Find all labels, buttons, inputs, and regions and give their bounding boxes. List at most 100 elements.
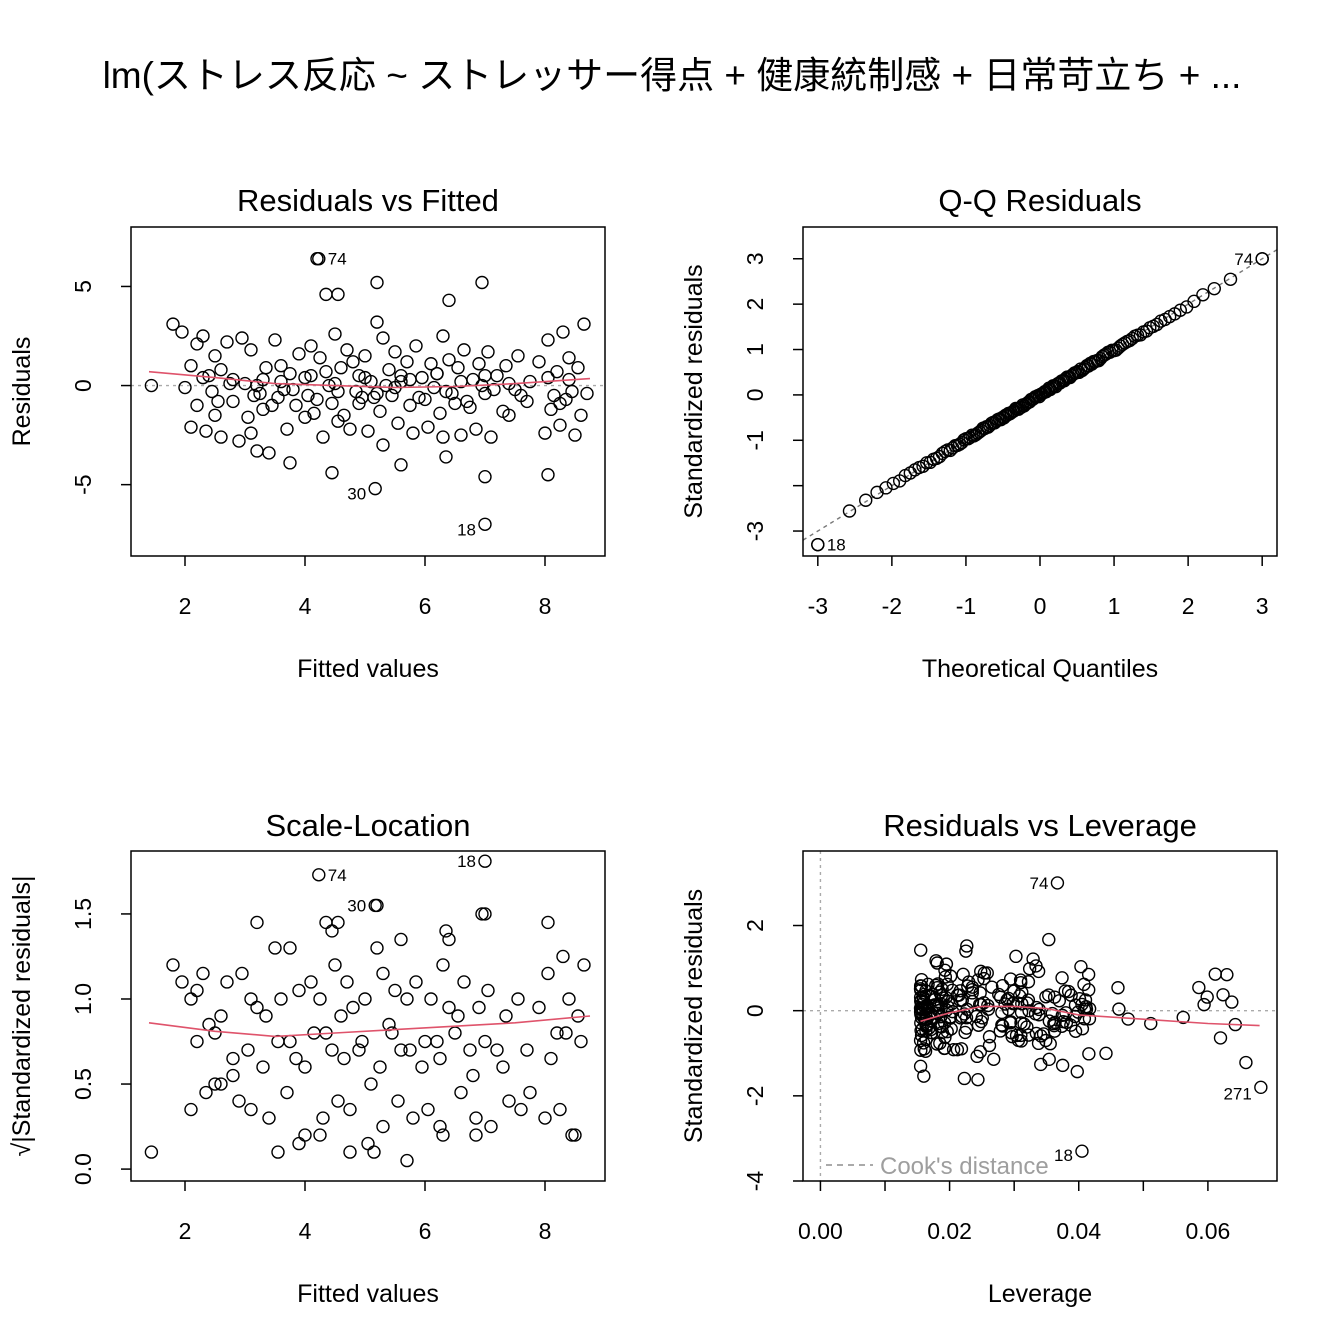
data-point [175, 975, 189, 989]
data-point [442, 1000, 456, 1015]
x-tick-label: 0.02 [927, 1218, 972, 1244]
data-point [199, 424, 213, 438]
data-point [502, 1094, 516, 1108]
data-point [394, 368, 408, 383]
data-point [247, 388, 261, 403]
data-point [262, 1111, 276, 1125]
data-point [280, 1085, 294, 1100]
data-point [466, 1068, 480, 1083]
data-point [235, 331, 249, 345]
data-point [925, 1025, 939, 1040]
data-point [319, 915, 333, 930]
y-tick-label: -2 [742, 1086, 768, 1106]
data-point [1074, 959, 1088, 974]
panel-title: Residuals vs Fitted [237, 183, 499, 218]
data-point [918, 1044, 933, 1058]
data-point [1014, 1028, 1028, 1043]
data-point [475, 275, 489, 290]
panel-4: Residuals vs Leverage 74 18 271 Cook's dista… [680, 808, 1278, 1308]
data-point [921, 977, 935, 992]
x-tick-label: 2 [1182, 593, 1195, 619]
data-point [1144, 1016, 1158, 1031]
data-point [184, 1102, 198, 1117]
data-point [478, 517, 492, 531]
data-point [1254, 1080, 1268, 1095]
data-point [1216, 988, 1230, 1002]
data-point [1078, 993, 1093, 1007]
cooks-distance-legend-label: Cook's distance [880, 1153, 1049, 1180]
data-point [1003, 1016, 1018, 1030]
data-point [1039, 990, 1053, 1004]
data-point [313, 1128, 327, 1142]
data-point [511, 349, 525, 363]
data-point [367, 390, 381, 405]
data-point [331, 287, 345, 302]
data-point [268, 333, 282, 347]
x-tick-label: 6 [419, 593, 432, 619]
data-point [400, 992, 414, 1006]
data-point [499, 359, 513, 373]
data-point [914, 1028, 929, 1043]
x-tick-label: 4 [299, 1218, 312, 1244]
data-point [1176, 1010, 1190, 1025]
data-point [939, 957, 954, 971]
data-point [1071, 1005, 1085, 1019]
data-point [953, 984, 967, 998]
data-point [550, 364, 564, 379]
x-tick-label: 0.06 [1186, 1218, 1231, 1244]
data-point [184, 420, 198, 434]
data-point [1003, 972, 1018, 986]
data-point [956, 967, 970, 982]
data-point [400, 1153, 414, 1168]
data-point [1082, 983, 1096, 997]
data-point [334, 361, 348, 375]
data-point [184, 992, 198, 1006]
data-point [940, 977, 954, 992]
data-point [1139, 324, 1154, 338]
y-tick-label: 0.0 [70, 1153, 96, 1185]
data-point [304, 339, 318, 353]
data-point [1213, 1031, 1228, 1045]
data-point [358, 992, 372, 1006]
data-point [436, 329, 450, 343]
data-point [1052, 994, 1067, 1008]
y-axis-title: Standardized residuals [680, 264, 708, 518]
data-point [490, 368, 504, 383]
data-point [430, 366, 444, 381]
y-tick-label: 3 [742, 252, 768, 265]
data-point [368, 481, 382, 496]
data-point [1112, 1002, 1126, 1016]
data-point [580, 386, 594, 401]
data-point [1021, 975, 1036, 989]
data-point [226, 394, 240, 409]
data-point [313, 992, 327, 1006]
data-point [1207, 281, 1221, 296]
data-point [283, 456, 297, 470]
data-point [220, 975, 234, 989]
data-point [475, 907, 489, 921]
data-point [244, 426, 258, 440]
data-point [913, 1059, 928, 1074]
data-point [376, 1119, 390, 1134]
data-point [959, 944, 973, 958]
x-axis-title: Fitted values [297, 1280, 439, 1308]
data-point [1027, 391, 1041, 406]
y-tick-label: 1.5 [70, 898, 96, 930]
data-point [918, 1012, 933, 1027]
data-point [1055, 1019, 1069, 1033]
data-point [996, 1019, 1010, 1033]
point-label: 18 [457, 852, 476, 871]
data-point [265, 398, 279, 413]
data-point [298, 410, 312, 424]
x-tick-label: 2 [179, 593, 192, 619]
data-point [325, 1043, 339, 1057]
data-point [1225, 995, 1239, 1009]
data-point [256, 372, 270, 387]
data-point [995, 978, 1010, 993]
data-point [1208, 967, 1222, 981]
data-point [271, 1145, 285, 1159]
data-point [376, 438, 390, 452]
data-point [958, 1025, 972, 1040]
figure-title: lm(ストレス反応 ~ ストレッサー得点 + 健康統制感 + 日常苛立ち + .… [103, 55, 1242, 96]
y-axis-title: Residuals [8, 337, 36, 447]
